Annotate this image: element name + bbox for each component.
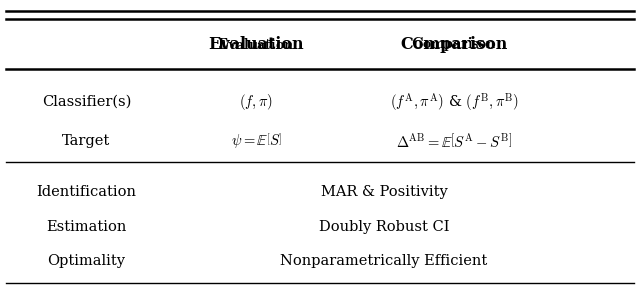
Text: $\psi = \mathbb{E}\left[S\right]$: $\psi = \mathbb{E}\left[S\right]$ [230,131,282,150]
Text: Classifier(s): Classifier(s) [42,95,131,109]
Text: Estimation: Estimation [46,220,127,234]
Text: Identification: Identification [36,185,136,199]
Text: Evaluation: Evaluation [208,36,304,53]
Text: Optimality: Optimality [47,254,125,268]
Text: $\mathbf{Comparison}$: $\mathbf{Comparison}$ [412,36,497,53]
Text: MAR & Positivity: MAR & Positivity [321,185,447,199]
Text: Target: Target [62,134,111,148]
Text: $\mathbf{Evaluation}$: $\mathbf{Evaluation}$ [218,36,294,53]
Text: Comparison: Comparison [401,36,508,53]
Text: $(f, \pi)$: $(f, \pi)$ [239,92,273,112]
Text: Nonparametrically Efficient: Nonparametrically Efficient [280,254,488,268]
Text: Doubly Robust CI: Doubly Robust CI [319,220,449,234]
Text: $(f^{\mathrm{A}},\pi^{\mathrm{A}})$ & $(f^{\mathrm{B}},\pi^{\mathrm{B}})$: $(f^{\mathrm{A}},\pi^{\mathrm{A}})$ & $(… [390,91,519,113]
Text: $\Delta^{\mathrm{AB}} = \mathbb{E}\left[S^{\mathrm{A}} - S^{\mathrm{B}}\right]$: $\Delta^{\mathrm{AB}} = \mathbb{E}\left[… [396,132,513,150]
